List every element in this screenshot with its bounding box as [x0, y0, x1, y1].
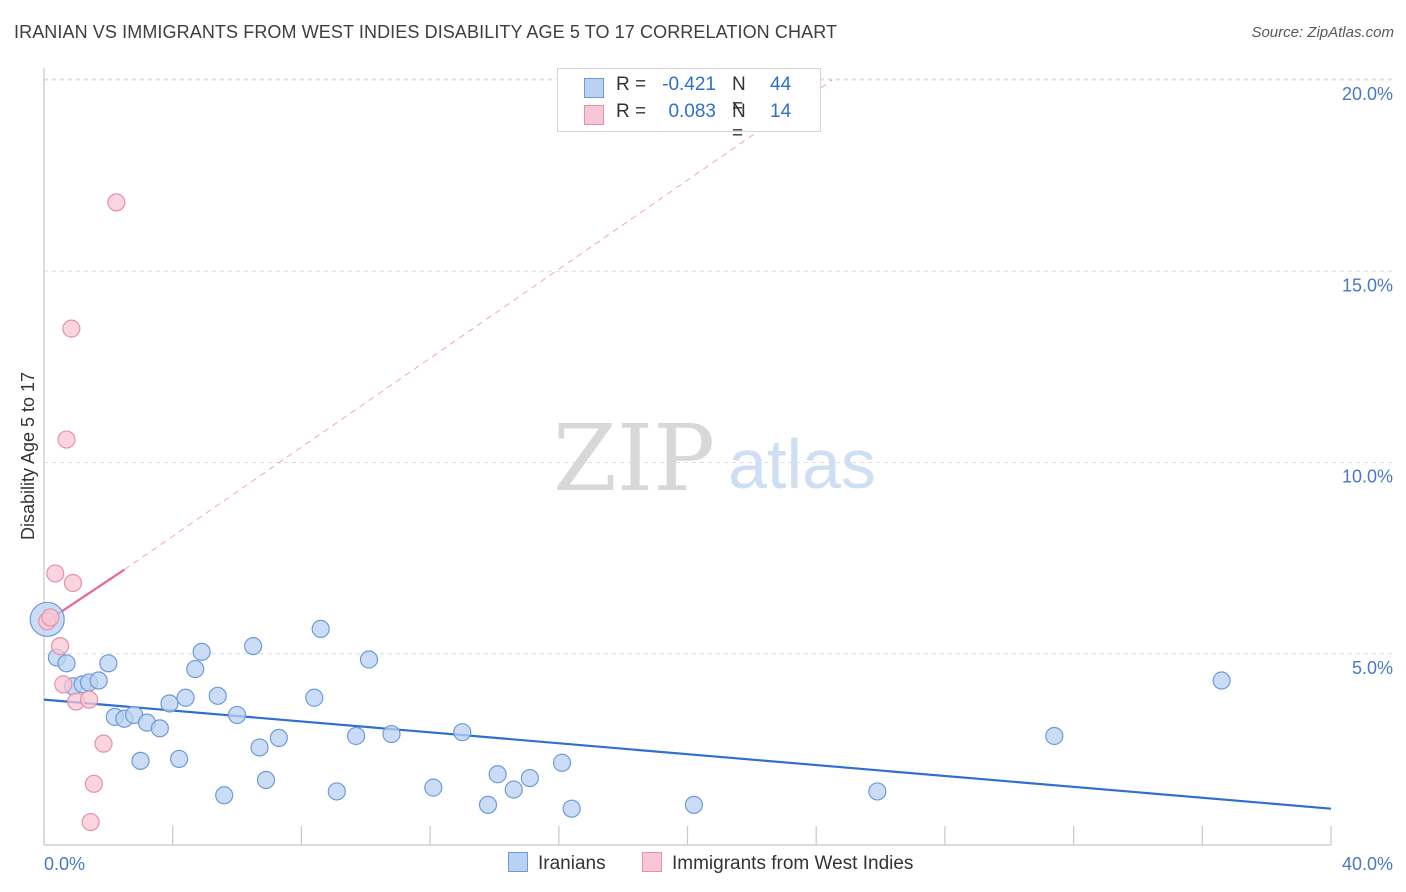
- axes: [43, 68, 1332, 846]
- chart-title: IRANIAN VS IMMIGRANTS FROM WEST INDIES D…: [14, 22, 838, 42]
- data-point-blue: [57, 654, 76, 673]
- data-point-pink: [79, 690, 99, 709]
- data-point-blue: [208, 686, 227, 705]
- source-label: Source: ZipAtlas.com: [1251, 24, 1394, 41]
- data-point-blue: [250, 738, 269, 757]
- legend-n-label: N =: [732, 101, 746, 144]
- legend-r-label: R =: [616, 74, 647, 95]
- data-point-blue: [311, 619, 330, 638]
- data-point-blue: [131, 751, 150, 770]
- x-tick-label: 40.0%: [1342, 854, 1393, 874]
- correlation-legend: R = -0.421 N = 44 R = 0.083 N = 14: [557, 68, 821, 144]
- data-point-blue: [478, 795, 498, 814]
- legend-n-label: N =: [732, 74, 746, 117]
- legend-r-label: R =: [616, 101, 647, 122]
- data-point-blue: [504, 780, 523, 799]
- data-point-blue: [868, 782, 887, 801]
- data-point-pink: [63, 573, 83, 593]
- legend-swatch-blue: [508, 852, 528, 872]
- data-point-blue: [520, 768, 539, 788]
- data-point-blue: [488, 765, 507, 784]
- axis-labels: 5.0% 10.0% 15.0% 20.0% 0.0% 40.0% Disability A…: [18, 84, 1393, 874]
- data-point-blue: [186, 659, 205, 679]
- data-point-blue: [327, 782, 346, 801]
- legend-n-value: 44: [770, 74, 792, 95]
- watermark-zip: ZIP: [553, 405, 715, 512]
- data-point-blue: [150, 719, 169, 738]
- data-point-blue: [359, 650, 379, 669]
- data-point-blue: [176, 688, 195, 707]
- x-tick-label: 0.0%: [44, 854, 85, 874]
- data-point-blue: [552, 753, 572, 772]
- data-point-blue: [1045, 726, 1064, 746]
- y-axis-title: Disability Age 5 to 17: [18, 372, 38, 540]
- data-point-blue: [453, 723, 472, 742]
- data-point-pink: [41, 608, 60, 627]
- legend-r-value: 0.083: [668, 101, 716, 122]
- data-point-blue: [89, 671, 108, 690]
- watermark: ZIP atlas: [553, 405, 876, 512]
- trend-extension-pink: [124, 79, 833, 571]
- data-point-pink: [84, 774, 103, 793]
- watermark-atlas: atlas: [728, 425, 876, 503]
- legend-swatch-blue: [584, 78, 604, 98]
- data-point-blue: [346, 726, 366, 746]
- y-tick-label: 5.0%: [1352, 658, 1393, 678]
- data-point-blue: [305, 688, 324, 707]
- legend-n-value: 14: [770, 101, 792, 122]
- trend-line-blue: [43, 698, 1332, 810]
- data-point-blue: [382, 724, 401, 744]
- data-point-pink: [57, 430, 76, 449]
- y-tick-label: 20.0%: [1342, 84, 1393, 104]
- data-point-pink: [54, 675, 73, 694]
- data-point-blue: [192, 642, 211, 661]
- legend-item-west-indies[interactable]: Immigrants from West Indies: [642, 852, 913, 875]
- y-tick-label: 10.0%: [1342, 467, 1393, 487]
- data-point-pink: [94, 734, 113, 753]
- data-point-blue: [160, 694, 179, 713]
- data-point-pink: [46, 564, 65, 583]
- data-point-blue: [227, 705, 247, 725]
- data-point-blue: [170, 749, 189, 769]
- legend-item-iranians[interactable]: Iranians: [508, 852, 606, 875]
- data-point-blue: [215, 786, 234, 805]
- data-point-blue: [1212, 671, 1231, 690]
- legend-swatch-pink: [642, 852, 662, 872]
- legend-r-value: -0.421: [662, 74, 716, 95]
- data-point-blue: [99, 654, 118, 673]
- data-point-pink: [50, 636, 70, 656]
- data-point-pink: [107, 193, 126, 212]
- series-legend: Iranians Immigrants from West Indies: [0, 852, 1406, 876]
- gridlines: [44, 78, 1392, 655]
- y-tick-label: 15.0%: [1342, 275, 1393, 295]
- legend-label-iranians: Iranians: [538, 853, 606, 874]
- data-point-blue: [269, 728, 288, 748]
- data-point-pink: [62, 319, 81, 338]
- data-point-blue: [562, 799, 581, 818]
- data-points: [29, 193, 1231, 832]
- data-point-blue: [424, 778, 443, 797]
- data-point-blue: [684, 795, 704, 814]
- data-point-blue: [244, 636, 263, 656]
- legend-label-west-indies: Immigrants from West Indies: [672, 853, 914, 874]
- legend-swatch-pink: [584, 105, 604, 125]
- data-point-blue: [256, 770, 276, 790]
- data-point-pink: [81, 812, 100, 832]
